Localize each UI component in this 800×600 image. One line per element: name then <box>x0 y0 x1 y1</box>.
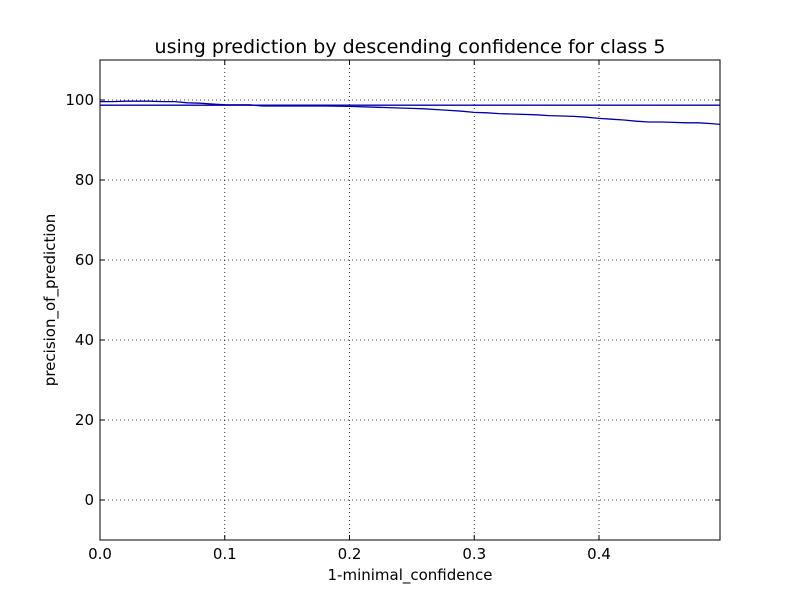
y-axis-label: precision_of_prediction <box>41 214 60 386</box>
x-tick-label: 0.4 <box>587 545 611 563</box>
x-tick-label: 0.1 <box>213 545 237 563</box>
y-tick-label: 40 <box>75 331 94 349</box>
series-line-1 <box>100 100 721 126</box>
x-tick-label: 0.0 <box>88 545 112 563</box>
chart-title: using prediction by descending confidenc… <box>155 36 666 58</box>
x-tick-label: 0.2 <box>338 545 362 563</box>
ticks: 0.0 0.1 0.2 0.3 0.4 0 20 40 60 80 100 <box>65 60 720 563</box>
y-tick-label: 0 <box>84 491 94 509</box>
y-tick-label: 80 <box>75 171 94 189</box>
x-tick-label: 0.3 <box>462 545 486 563</box>
series-layer <box>100 100 721 126</box>
plot-frame <box>99 59 721 541</box>
y-tick-label: 60 <box>75 251 94 269</box>
grid <box>100 60 720 540</box>
x-axis-label: 1-minimal_confidence <box>328 566 493 585</box>
y-tick-label: 100 <box>65 91 94 109</box>
y-tick-label: 20 <box>75 411 94 429</box>
